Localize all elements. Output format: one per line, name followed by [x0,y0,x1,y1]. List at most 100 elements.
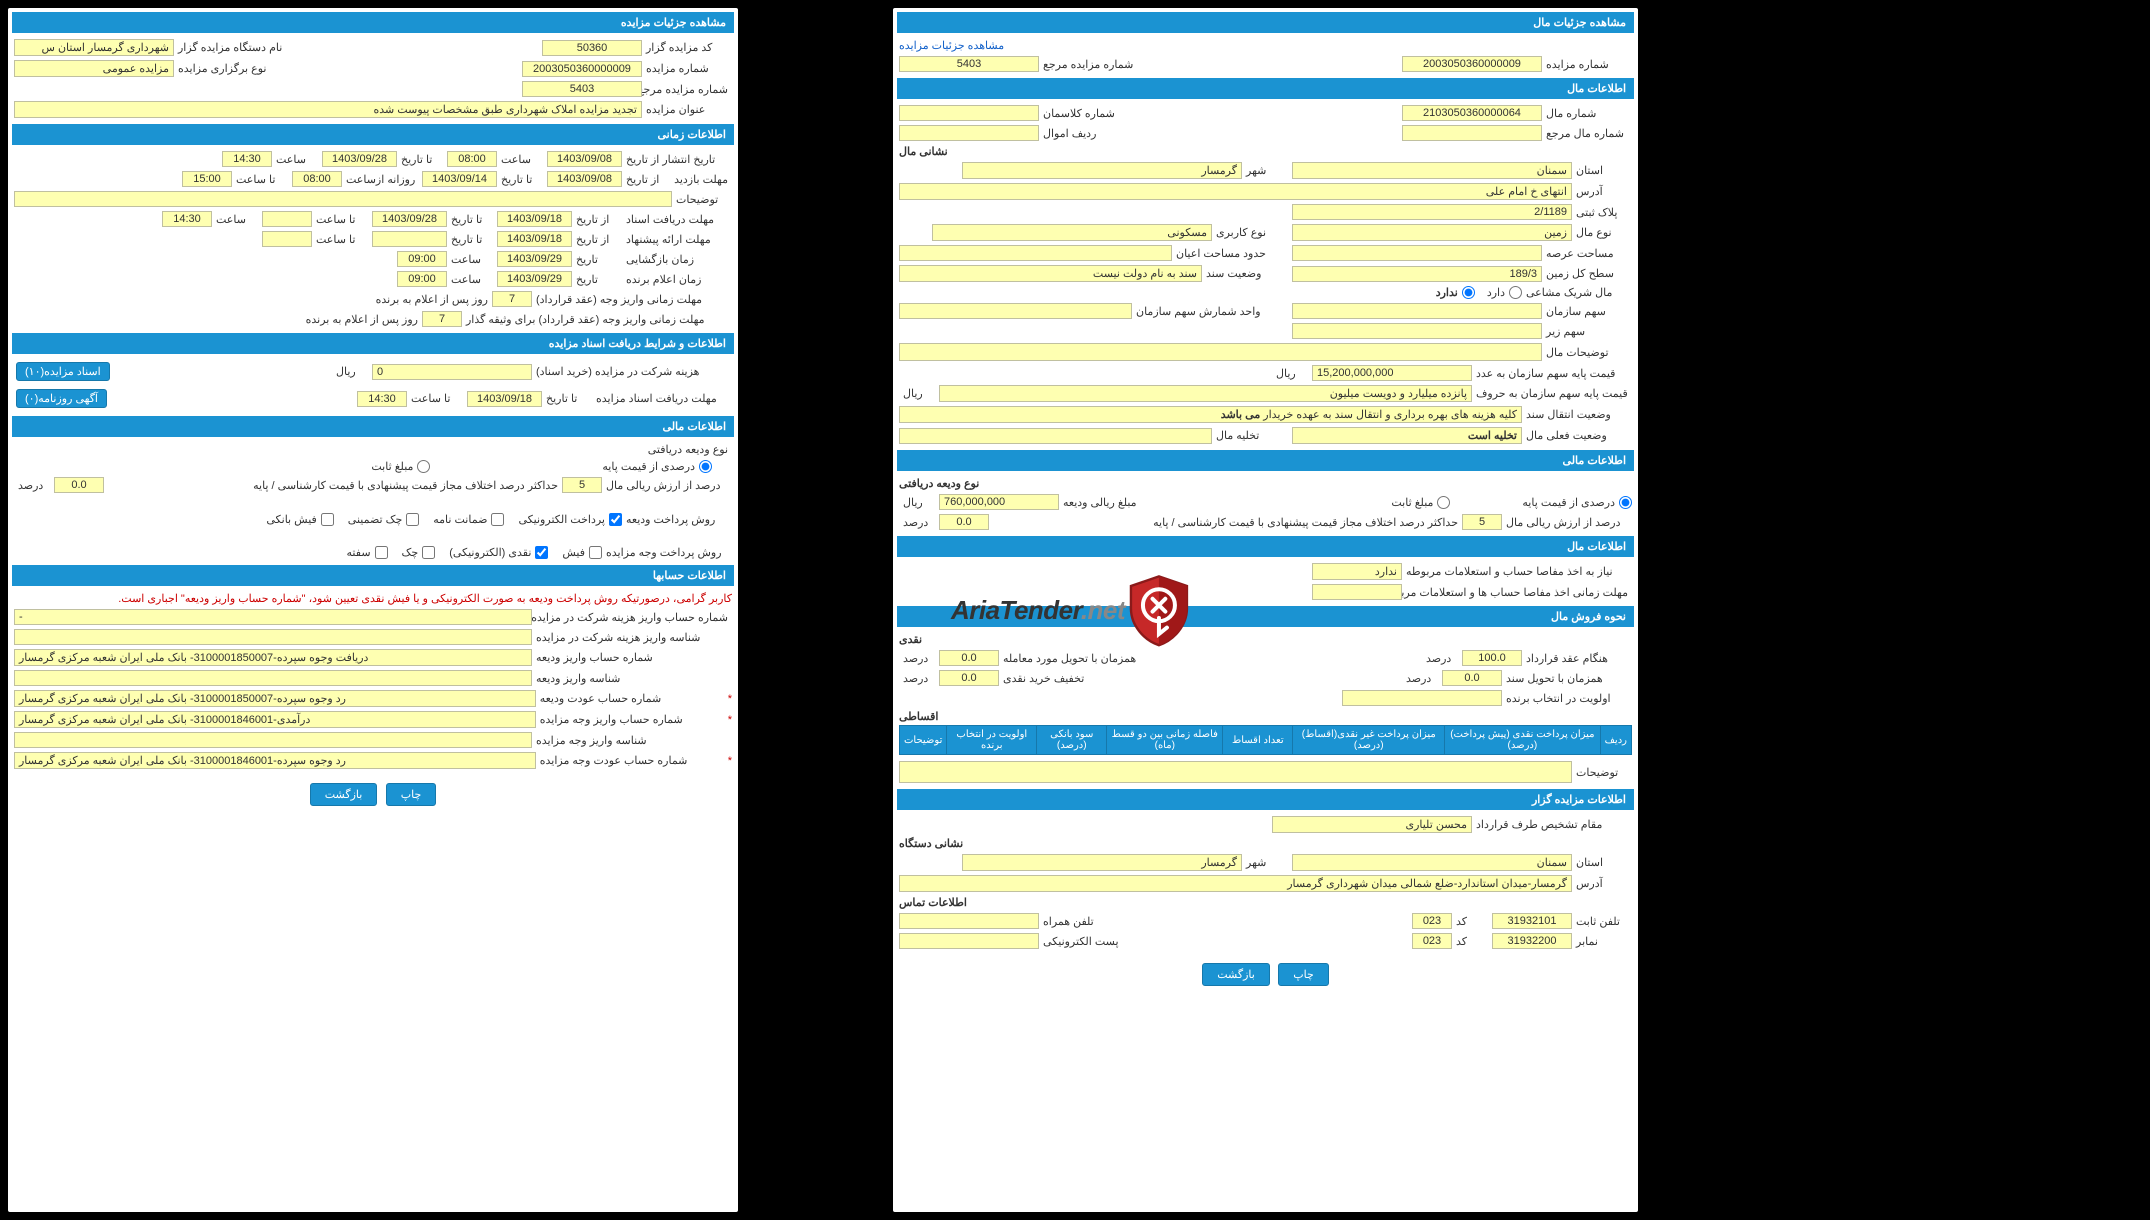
lbl-transfer-status: وضعیت انتقال سند [1522,408,1632,421]
header-property-details: مشاهده جزئیات مال [897,12,1634,33]
lbl-auction-num-l: شماره مزایده [1542,58,1632,71]
val-open-date: 1403/09/29 [497,251,572,267]
lbl-acc1: شماره حساب واریز هزینه شرکت در مزایده [532,611,732,624]
val-prop-ref [1402,125,1542,141]
radio-pct-base[interactable] [699,460,712,473]
val-need: ندارد [1312,563,1402,580]
lbl-prop-ref: شماره مال مرجع [1542,127,1632,140]
val-cost: 0 [372,364,532,380]
lbl-pct-value: درصد از ارزش ریالی مال [602,479,732,492]
lbl-not: ندارد [1436,286,1458,299]
chk-fish[interactable] [589,546,602,559]
lbl-open-time: زمان بازگشایی [622,253,732,266]
lbl-pct1: درصد [1422,652,1462,665]
val-org-share [1292,303,1542,319]
lbl-discount: تخفیف خرید نقدی [999,672,1119,685]
val-official: محسن تلیاری [1272,816,1472,833]
radio-pct-l[interactable] [1619,496,1632,509]
lbl-announce-time: زمان اعلام برنده [622,273,732,286]
lbl-from2: از تاریخ [572,213,622,226]
col-nonprepay: میزان پرداخت غیر نقدی(اقساط) (درصد) [1293,726,1445,755]
lbl-doc-deadline2: مهلت دریافت اسناد مزایده [592,392,732,405]
val-docs-from-h [262,211,312,227]
lbl-current-status: وضعیت فعلی مال [1522,429,1632,442]
val-dep-amt: 760,000,000 [939,494,1059,510]
print-button-right[interactable]: چاپ [386,783,437,806]
col-row: ردیف [1600,726,1631,755]
lbl-date1: تاریخ [572,253,622,266]
lbl-state2: استان [1572,856,1632,869]
lbl-from3: از تاریخ [572,233,622,246]
lbl-dep-amt: مبلغ ریالی ودیعه [1059,496,1159,509]
val-docs-from: 1403/09/18 [497,211,572,227]
chk-check2[interactable] [422,546,435,559]
lbl-pct4: درصد [899,672,939,685]
val-seller-name: شهرداری گرمسار استان س [14,39,174,56]
lbl-row: ردیف اموال [1039,127,1149,140]
val-docs-to: 1403/09/28 [372,211,447,227]
val-ref-l: 5403 [899,56,1039,72]
lbl-pay-deadline1: مهلت زمانی واریز وجه (عقد قرارداد) [532,293,732,306]
back-button-right[interactable]: بازگشت [310,783,378,806]
radio-fixed-l[interactable] [1437,496,1450,509]
val-mobile [899,913,1039,929]
val-at-contract: 100.0 [1462,650,1522,666]
val-org-unit [899,303,1132,319]
lbl-visit: مهلت بازدید [672,173,732,186]
lbl-at-deliver: همزمان با تحویل مورد معامله [999,652,1159,665]
link-auction-details[interactable]: مشاهده جزئیات مزایده [899,39,1004,52]
lbl-to2: تا تاریخ [497,173,547,186]
chk-safte[interactable] [375,546,388,559]
lbl-to4: تا تاریخ [447,233,497,246]
lbl-notes: توضیحات [1572,766,1632,779]
val-phcode: 023 [1412,913,1452,929]
auction-docs-button[interactable]: اسناد مزایده(۱۰) [16,362,110,381]
radio-has[interactable] [1509,286,1522,299]
radio-not[interactable] [1462,286,1475,299]
val-at-deliver: 0.0 [939,650,999,666]
lbl-chk-guarantee: ضمانت نامه [433,513,487,526]
lbl-shared: مال شریک مشاعی [1522,286,1632,299]
col-count: تعداد اقساط [1223,726,1293,755]
lbl-at-contract: هنگام عقد قرارداد [1522,652,1632,665]
lbl-hour5: ساعت [447,273,497,286]
lbl-hour1: ساعت [497,153,547,166]
chk-electronic[interactable] [609,513,622,526]
lbl-at-doc: همزمان با تحویل سند [1502,672,1632,685]
val-auction-title: تجدید مزایده املاک شهرداری طبق مشخصات پی… [14,101,642,118]
accounts-note: کاربر گرامی، درصورتیکه روش پرداخت ودیعه … [118,592,732,605]
lbl-pct-unit-l: درصد [899,516,939,529]
val-row [899,125,1039,141]
radio-fixed[interactable] [417,460,430,473]
lbl-publish-date: تاریخ انتشار از تاریخ [622,153,732,166]
col-prepay: میزان پرداخت نقدی (پیش پرداخت) (درصد) [1445,726,1600,755]
lbl-pay-deadline2: مهلت زمانی واریز وجه (عقد قرارداد) برای … [462,313,732,326]
lbl-acc7: شناسه واریز وجه مزایده [532,734,732,747]
lbl-has: دارد [1487,286,1505,299]
lbl-fax: نمابر [1572,935,1632,948]
chk-certified-check[interactable] [406,513,419,526]
val-offer-to [372,231,447,247]
val-maxdiff: 0.0 [54,477,104,493]
val-publish-to: 1403/09/28 [322,151,397,167]
header-seller-info: اطلاعات مزایده گزار [897,789,1634,810]
lbl-maxdiff-l: حداکثر درصد اختلاف مجاز قیمت پیشنهادی با… [989,516,1462,529]
val-offer-from: 1403/09/18 [497,231,572,247]
val-prop-type: زمین [1292,224,1572,241]
back-button-left[interactable]: بازگشت [1202,963,1270,986]
val-status: سند به نام دولت نیست [899,265,1202,282]
lbl-org-unit: واحد شمارش سهم سازمان [1132,305,1292,318]
newspaper-ads-button[interactable]: آگهی روزنامه(۰) [16,389,107,408]
lbl-phone: تلفن ثابت [1572,915,1632,928]
val-acc1: - [14,609,532,625]
lbl-to-hour3: تا ساعت [312,233,372,246]
val-addr2: گرمسار-میدان استاندارد-ضلع شمالی میدان ش… [899,875,1572,892]
chk-guarantee[interactable] [491,513,504,526]
chk-cash-elec[interactable] [535,546,548,559]
sub-contact: اطلاعات تماس [899,896,967,909]
lbl-auction-payment: روش پرداخت وجه مزایده [602,546,732,559]
print-button-left[interactable]: چاپ [1278,963,1329,986]
val-priority [1342,690,1502,706]
lbl-deposit-method: روش پرداخت ودیعه [622,513,732,526]
chk-bank-receipt[interactable] [321,513,334,526]
